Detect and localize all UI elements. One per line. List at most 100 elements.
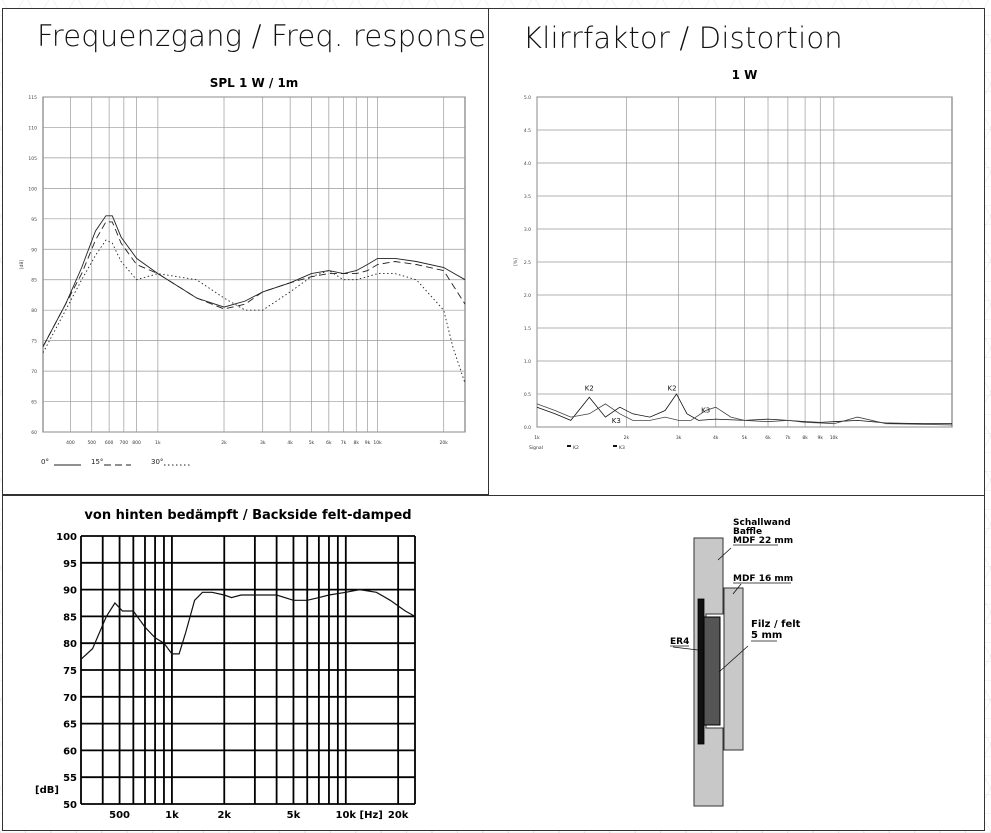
x-tick-label: 4k	[713, 435, 719, 441]
felt-damped-chart: von hinten bedämpft / Backside felt-damp…	[35, 508, 416, 821]
y-tick-label: 105	[28, 156, 37, 162]
series-annotation: K2	[585, 385, 594, 393]
x-tick-label: 8k	[802, 435, 808, 441]
x-tick-label: 9k	[818, 435, 824, 441]
series-annotation: K2	[668, 385, 677, 393]
mdf16-plate	[723, 587, 744, 751]
y-tick-label: 100	[56, 532, 77, 543]
legend-prefix: Signal	[529, 445, 543, 451]
x-tick-label: 7k	[341, 440, 347, 446]
x-tick-label: 700	[120, 440, 129, 446]
y-tick-label: 85	[31, 278, 37, 284]
x-tick-label: 9k	[365, 440, 371, 446]
x-tick-label: 400	[66, 440, 75, 446]
legend-swatch	[567, 445, 571, 447]
legend-swatch	[613, 445, 617, 447]
x-tick-label: 2k	[624, 435, 630, 441]
x-tick-label: 10k	[373, 440, 382, 446]
x-axis-label: [Hz]	[360, 810, 383, 821]
x-tick-label: 500	[87, 440, 96, 446]
felt-label: Filz / felt	[751, 619, 801, 630]
distortion-panel: Klirrfaktor / Distortion 1 W 0.0 0.5 1.0 1.5…	[488, 8, 985, 496]
y-tick-label: 70	[63, 693, 77, 704]
x-tick-label: 500	[109, 810, 130, 821]
y-tick-label: 90	[63, 586, 77, 597]
x-tick-label: 2k	[217, 810, 231, 821]
baffle-label: Baffle	[733, 527, 762, 537]
y-tick-label: 65	[63, 720, 77, 731]
y-tick-label: 2.0	[524, 293, 531, 299]
y-tick-label: 115	[28, 95, 37, 101]
legend-label: 15°	[91, 458, 103, 466]
x-tick-label: 7k	[785, 435, 791, 441]
x-tick-label: 20k	[440, 440, 449, 446]
x-tick-label: 20k	[388, 810, 409, 821]
x-tick-label: 10k	[336, 810, 357, 821]
series-line	[42, 221, 466, 347]
x-tick-label: 6k	[326, 440, 332, 446]
bottom-panel: von hinten bedämpft / Backside felt-damp…	[2, 495, 985, 831]
y-tick-label: 2.5	[524, 260, 531, 266]
x-tick-label: 600	[105, 440, 114, 446]
y-axis-label: [dB]	[35, 785, 59, 796]
y-axis-label: [%]	[513, 258, 519, 266]
baffle-leader	[717, 547, 732, 561]
x-tick-label: 2k	[221, 440, 227, 446]
y-tick-label: 95	[63, 559, 77, 570]
legend-label: 30°	[151, 458, 163, 466]
y-tick-label: 0.0	[524, 425, 531, 431]
y-tick-label: 95	[31, 217, 37, 223]
y-tick-label: 80	[31, 308, 37, 314]
series-line	[536, 403, 953, 426]
y-tick-label: 100	[28, 186, 37, 192]
y-tick-label: 0.5	[524, 392, 531, 398]
freq-panel-title: Frequenzgang / Freq. response	[37, 19, 487, 53]
x-tick-label: 3k	[676, 435, 682, 441]
x-tick-label: 10k	[830, 435, 839, 441]
felt-leader	[718, 645, 749, 673]
y-tick-label: 75	[63, 666, 77, 677]
driver-flange	[697, 598, 705, 745]
chart-title: 1 W	[732, 68, 758, 82]
y-tick-label: 75	[31, 339, 37, 345]
x-tick-label: 8k	[354, 440, 360, 446]
y-tick-label: 50	[63, 800, 77, 811]
mdf16-leader	[732, 583, 742, 595]
y-tick-label: 65	[31, 400, 37, 406]
legend-label: 0°	[41, 458, 49, 466]
mdf16-label: MDF 16 mm	[733, 574, 793, 584]
series-line	[80, 588, 416, 660]
frequency-response-panel: Frequenzgang / Freq. response SPL 1 W / …	[2, 8, 490, 495]
baffle-label: MDF 22 mm	[733, 536, 793, 546]
baffle-label: Schallwand	[733, 518, 791, 528]
x-tick-label: 1k	[165, 810, 179, 821]
distortion-panel-title: Klirrfaktor / Distortion	[523, 21, 843, 55]
driver-body	[703, 616, 721, 726]
y-tick-label: 4.5	[524, 128, 531, 134]
x-tick-label: 4k	[287, 440, 293, 446]
chart-title: SPL 1 W / 1m	[210, 76, 299, 90]
x-tick-label: 1k	[155, 440, 161, 446]
x-tick-label: 5k	[309, 440, 315, 446]
y-tick-label: 4.0	[524, 161, 531, 167]
x-tick-label: 3k	[260, 440, 266, 446]
y-tick-label: 5.0	[524, 95, 531, 101]
series-annotation: K3	[612, 417, 621, 425]
chart-title: von hinten bedämpft / Backside felt-damp…	[84, 508, 411, 523]
y-tick-label: 60	[31, 430, 37, 436]
y-tick-label: 1.5	[524, 326, 531, 332]
y-tick-label: 70	[31, 369, 37, 375]
frequency-response-chart: SPL 1 W / 1m 60 65 70 75 80 85 90 95 100 105 110 115…	[19, 76, 466, 466]
series-line	[42, 215, 466, 347]
y-tick-label: 55	[63, 773, 77, 784]
distortion-chart: 1 W 0.0 0.5 1.0 1.5 2.0 2.5 3.0 3.5 4.0 4.5 5.0 1k 2k…	[513, 68, 953, 451]
y-tick-label: 3.5	[524, 194, 531, 200]
y-axis-label: [dB]	[19, 260, 25, 270]
y-tick-label: 110	[28, 125, 37, 131]
y-tick-label: 80	[63, 639, 77, 650]
x-tick-label: 5k	[287, 810, 301, 821]
driver-label: ER4	[670, 637, 689, 647]
y-tick-label: 90	[31, 247, 37, 253]
felt-label: 5 mm	[751, 630, 782, 641]
